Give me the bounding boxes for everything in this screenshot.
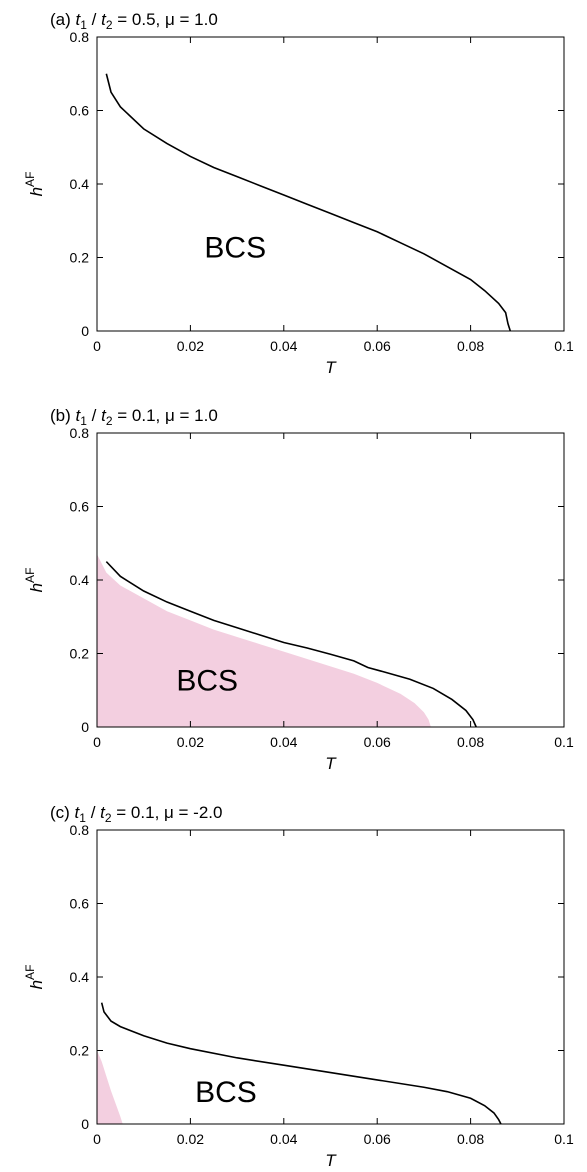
y-tick-label: 0	[81, 719, 89, 735]
plot-frame	[96, 829, 565, 1125]
y-tick-label: 0.2	[70, 250, 90, 266]
y-label-base: h	[27, 187, 46, 196]
title-t2-subscript: 2	[106, 414, 113, 428]
y-tick-label: 0.4	[70, 969, 90, 985]
title-rest: = 0.1, μ = -2.0	[112, 803, 223, 822]
title-t2: t	[101, 406, 107, 425]
y-axis-label: hAF	[23, 568, 46, 593]
y-tick-label: 0.2	[70, 1043, 90, 1059]
chart-panel-a: (a) t1 / t2 = 0.5, μ = 1.00 0.02 0.04 0.06 0…	[23, 10, 574, 377]
x-tick-label: 0	[93, 1131, 101, 1147]
y-tick-label: 0.8	[70, 425, 90, 441]
x-tick-label: 0	[93, 338, 101, 354]
title-t1: t	[76, 406, 82, 425]
y-label-base: h	[27, 980, 46, 989]
title-rest: = 0.1, μ = 1.0	[113, 406, 218, 425]
title-t2-subscript: 2	[105, 811, 112, 825]
title-t2: t	[101, 10, 107, 29]
panel-title: (c) t1 / t2 = 0.1, μ = -2.0	[50, 803, 222, 825]
title-t2-subscript: 2	[106, 18, 113, 32]
y-tick-label: 0	[81, 323, 89, 339]
x-tick-label: 0.1	[554, 1131, 574, 1147]
x-tick-label: 0.04	[270, 1131, 297, 1147]
x-tick-label: 0.1	[554, 338, 574, 354]
y-tick-label: 0	[81, 1116, 89, 1132]
x-axis-label: T	[325, 1151, 337, 1170]
chart-panel-b: (b) t1 / t2 = 0.1, μ = 1.00 0.02 0.04 0.06 0…	[23, 406, 574, 773]
x-tick-label: 0.02	[177, 338, 204, 354]
title-separator: /	[87, 10, 101, 29]
title-separator: /	[86, 803, 100, 822]
title-prefix: (c)	[50, 803, 75, 822]
y-label-superscript: AF	[23, 568, 37, 583]
region-label-bcs: BCS	[204, 232, 266, 265]
title-t1: t	[75, 803, 81, 822]
title-t1-subscript: 1	[80, 414, 87, 428]
x-tick-label: 0	[93, 734, 101, 750]
x-tick-label: 0.06	[364, 338, 391, 354]
title-prefix: (b)	[50, 406, 76, 425]
y-tick-label: 0.6	[70, 499, 90, 515]
x-tick-label: 0.08	[457, 1131, 484, 1147]
title-t1-subscript: 1	[79, 811, 86, 825]
x-tick-label: 0.02	[177, 734, 204, 750]
y-label-superscript: AF	[23, 172, 37, 187]
y-tick-label: 0.8	[70, 29, 90, 45]
y-label-base: h	[27, 583, 46, 592]
title-rest: = 0.5, μ = 1.0	[113, 10, 218, 29]
x-tick-label: 0.06	[364, 734, 391, 750]
region-label-bcs: BCS	[195, 1076, 257, 1109]
panel-title: (b) t1 / t2 = 0.1, μ = 1.0	[50, 406, 218, 428]
phase-boundary-line	[105, 73, 512, 332]
title-prefix: (a)	[50, 10, 76, 29]
y-label-superscript: AF	[23, 965, 37, 980]
x-axis-label: T	[325, 358, 337, 377]
phase-boundary-line	[100, 1002, 502, 1125]
title-t1-subscript: 1	[80, 18, 87, 32]
x-axis-label: T	[325, 754, 337, 773]
chart-panel-c: (c) t1 / t2 = 0.1, μ = -2.00 0.02 0.04 0.06…	[23, 803, 574, 1170]
y-tick-label: 0.4	[70, 176, 90, 192]
y-tick-label: 0.2	[70, 646, 90, 662]
y-axis-label: hAF	[23, 965, 46, 990]
y-tick-label: 0.6	[70, 896, 90, 912]
x-tick-label: 0.02	[177, 1131, 204, 1147]
title-t1: t	[76, 10, 82, 29]
x-tick-label: 0.04	[270, 734, 297, 750]
y-axis-label: hAF	[23, 172, 46, 197]
bcs-shaded-region	[97, 554, 431, 727]
region-label-bcs: BCS	[176, 664, 238, 697]
phase-boundary-line	[105, 561, 477, 728]
plot-frame	[96, 36, 565, 332]
y-tick-label: 0.4	[70, 572, 90, 588]
title-t2: t	[100, 803, 106, 822]
x-tick-label: 0.1	[554, 734, 574, 750]
y-tick-label: 0.6	[70, 103, 90, 119]
x-tick-label: 0.08	[457, 734, 484, 750]
x-tick-label: 0.04	[270, 338, 297, 354]
title-separator: /	[87, 406, 101, 425]
y-tick-label: 0.8	[70, 822, 90, 838]
x-tick-label: 0.08	[457, 338, 484, 354]
bcs-shaded-region	[97, 1050, 123, 1124]
x-tick-label: 0.06	[364, 1131, 391, 1147]
panel-title: (a) t1 / t2 = 0.5, μ = 1.0	[50, 10, 218, 32]
